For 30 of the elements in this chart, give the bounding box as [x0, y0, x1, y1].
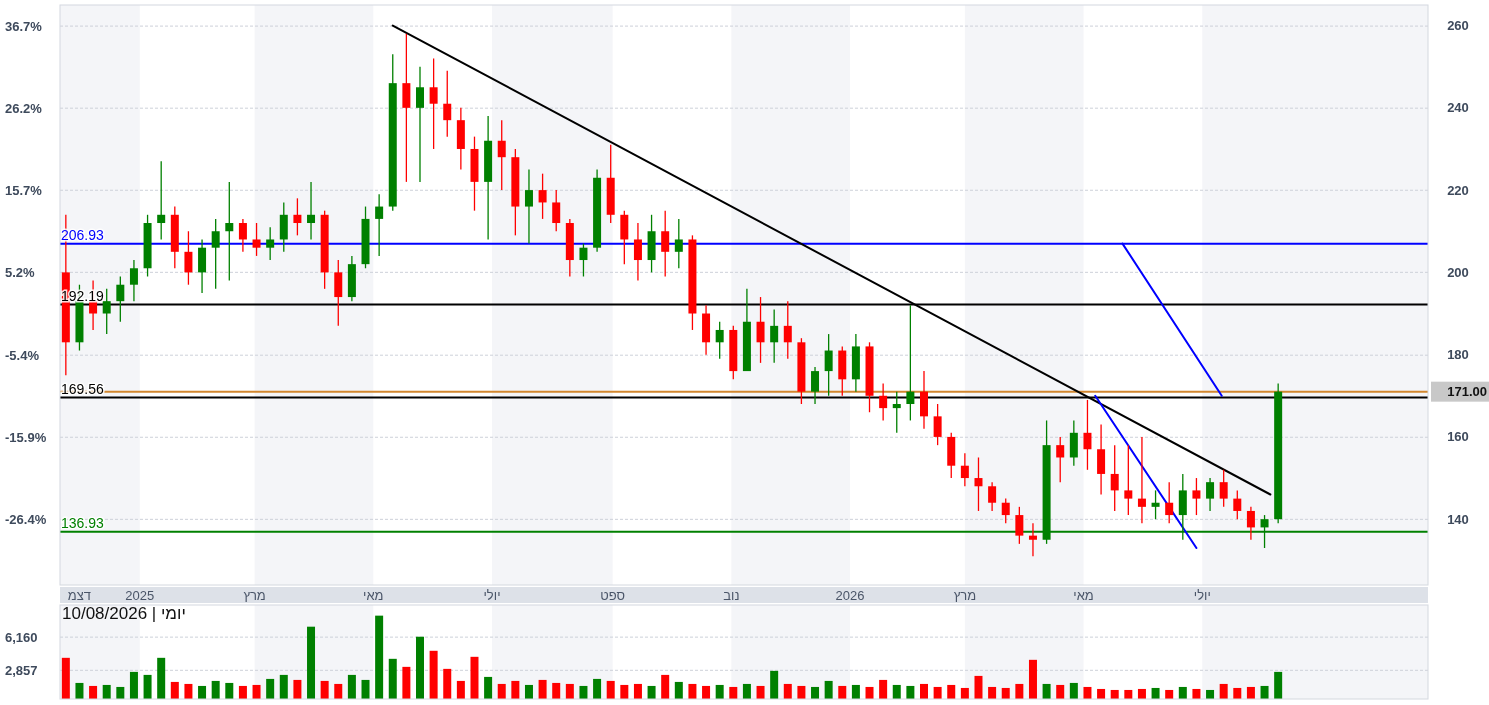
y2-tick-label: 200 — [1447, 264, 1469, 280]
x-tick-label: מרץ — [243, 588, 266, 603]
y2-tick-label: 240 — [1447, 100, 1469, 116]
x-tick-label: נוב — [723, 588, 740, 603]
y-tick-label: -15.9% — [5, 429, 47, 445]
ref-line-label: 171.00 — [1447, 384, 1487, 400]
x-tick-label: יולי — [483, 588, 501, 603]
x-tick-label: 2025 — [125, 588, 155, 603]
y-tick-label: 26.2% — [5, 100, 43, 116]
y2-tick-label: 260 — [1447, 18, 1469, 34]
y-tick-label: 6,160 — [5, 629, 38, 645]
x-tick-label: דצמ — [67, 588, 92, 603]
ref-line-label: 136.93 — [61, 514, 105, 531]
y-tick-label: 15.7% — [5, 182, 43, 198]
y-tick-label: -5.4% — [5, 347, 40, 363]
y2-tick-label: 160 — [1447, 429, 1469, 445]
x-tick-label: יולי — [1193, 588, 1211, 603]
y2-tick-label: 180 — [1447, 347, 1469, 363]
x-tick-label: ספט — [600, 588, 626, 603]
x-tick-label: מאי — [1073, 588, 1094, 603]
y-tick-label: 5.2% — [5, 264, 36, 280]
x-tick-label: 2026 — [835, 588, 865, 603]
x-tick-label: מאי — [363, 588, 384, 603]
chart-title: יומי | 10/08/2026 — [62, 604, 186, 623]
y2-tick-label: 220 — [1447, 182, 1469, 198]
y2-tick-label: 140 — [1447, 511, 1469, 527]
y-tick-label: -26.4% — [5, 511, 47, 527]
x-tick-label: מרץ — [953, 588, 977, 603]
y-tick-label: 36.7% — [5, 18, 43, 34]
y-tick-label: 2,857 — [5, 662, 38, 678]
